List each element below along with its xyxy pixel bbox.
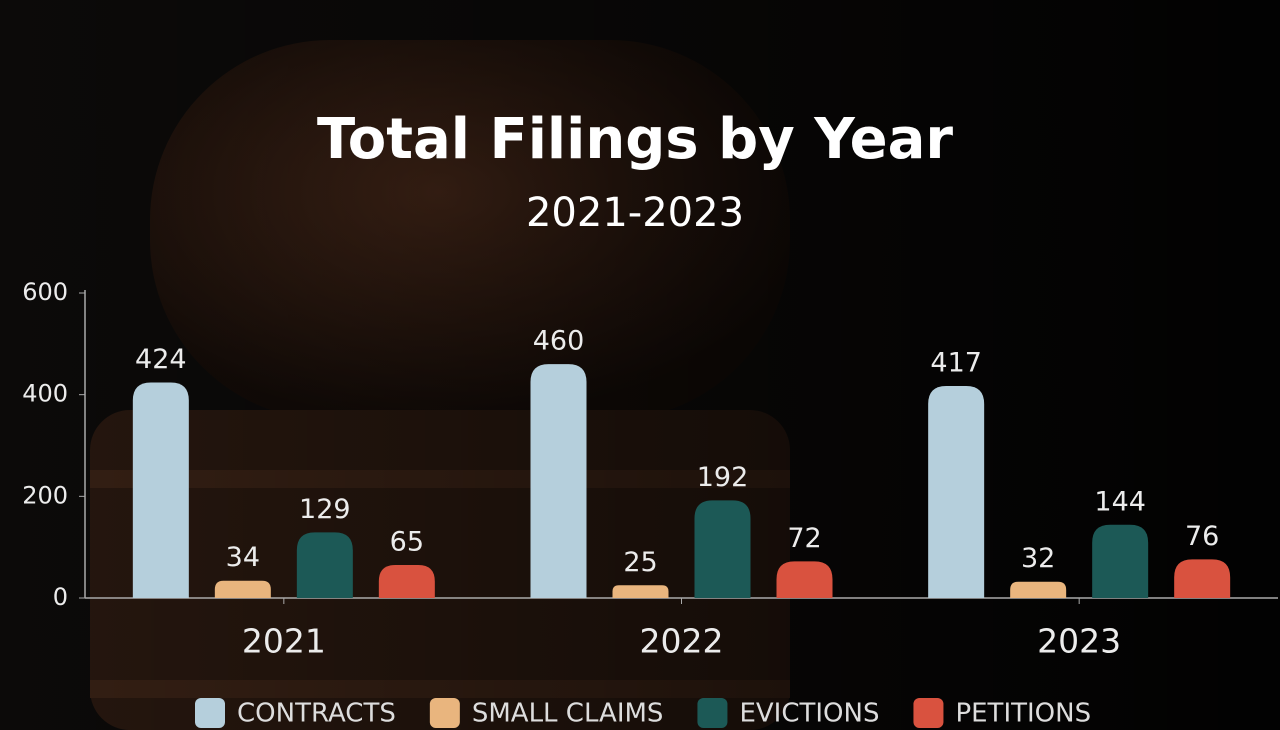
bar — [378, 564, 435, 598]
bar — [612, 585, 669, 598]
value-label: 34 — [226, 542, 260, 573]
y-tick-label: 200 — [22, 481, 68, 509]
legend-swatch — [195, 698, 225, 728]
x-tick-label: 2023 — [1037, 622, 1121, 661]
chart-subtitle: 2021-2023 — [526, 190, 744, 236]
value-label: 460 — [533, 326, 585, 357]
x-tick-label: 2022 — [640, 622, 724, 661]
bar — [928, 386, 985, 598]
y-tick-label: 400 — [22, 380, 68, 408]
bar — [214, 580, 271, 598]
value-label: 424 — [135, 344, 187, 375]
value-label: 25 — [623, 547, 657, 578]
bar — [1174, 559, 1231, 598]
value-label: 32 — [1021, 543, 1055, 574]
legend-label: SMALL CLAIMS — [472, 699, 664, 729]
value-label: 192 — [697, 462, 749, 493]
value-label: 417 — [930, 348, 982, 379]
bar — [1010, 581, 1067, 598]
bar — [776, 561, 833, 598]
legend-swatch — [429, 698, 460, 728]
bar — [132, 382, 189, 598]
legend-label: CONTRACTS — [237, 699, 396, 729]
bar — [296, 532, 353, 598]
y-tick-label: 0 — [53, 583, 68, 611]
bar — [694, 500, 751, 598]
value-label: 129 — [299, 494, 351, 525]
y-tick-label: 600 — [22, 278, 68, 306]
value-label: 76 — [1185, 521, 1219, 552]
legend-swatch — [697, 698, 728, 728]
chart-title: Total Filings by Year — [317, 107, 953, 172]
bar — [1092, 524, 1149, 598]
legend-swatch — [913, 698, 944, 728]
value-label: 144 — [1094, 486, 1146, 517]
value-label: 65 — [390, 526, 424, 557]
x-tick-label: 2021 — [242, 622, 326, 661]
value-label: 72 — [787, 523, 821, 554]
legend-label: EVICTIONS — [739, 699, 879, 729]
legend-label: PETITIONS — [955, 699, 1091, 729]
bar — [530, 364, 587, 598]
